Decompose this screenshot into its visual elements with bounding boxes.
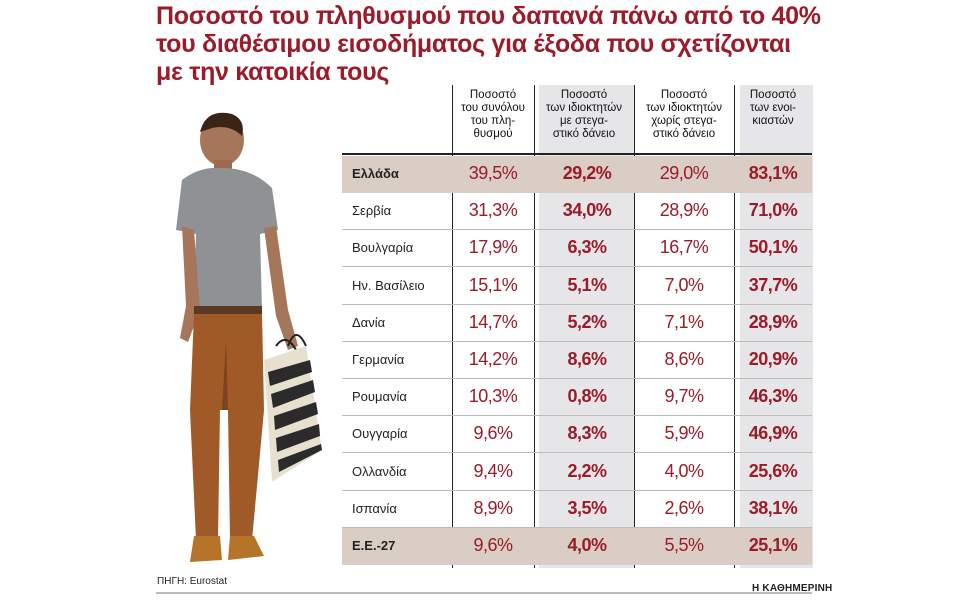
column-divider — [634, 85, 635, 568]
row-separator — [342, 452, 812, 454]
table-row: Δανία 14,7% 5,2% 7,1% 28,9% — [342, 305, 812, 342]
publisher-brand: Η ΚΑΘΗΜΕΡΙΝΗ — [752, 583, 833, 594]
footer-rule — [156, 592, 812, 594]
table-row: Βουλγαρία 17,9% 6,3% 16,7% 50,1% — [342, 230, 812, 268]
value-cell: 16,7% — [659, 237, 709, 258]
column-divider — [452, 85, 453, 568]
value-cell: 38,1% — [748, 497, 798, 518]
value-cell: 71,0% — [748, 200, 798, 221]
row-separator — [342, 526, 812, 528]
value-cell: 28,9% — [748, 311, 798, 332]
value-cell: 20,9% — [748, 349, 798, 369]
row-separator — [342, 229, 812, 231]
country-label: Ισπανία — [352, 500, 397, 516]
value-cell: 50,1% — [748, 237, 798, 258]
man-with-shopping-bag-illustration — [176, 112, 322, 562]
title-line-1: Ποσοστό του πληθυσμού που δαπανά πάνω απ… — [156, 2, 821, 30]
column-divider — [734, 85, 735, 568]
column-headers: Ποσοστό του συνόλου του πλη- θυσμού Ποσο… — [452, 85, 812, 153]
value-cell: 6,3% — [567, 237, 607, 258]
value-cell: 25,1% — [748, 535, 798, 555]
row-separator — [342, 303, 812, 305]
value-cell: 46,9% — [748, 423, 798, 444]
row-separator — [342, 378, 812, 379]
value-cell: 14,7% — [468, 311, 518, 332]
value-cell: 4,0% — [664, 460, 704, 481]
value-cell: 8,3% — [567, 423, 607, 444]
country-label: Ην. Βασίλειο — [352, 277, 425, 293]
table-row: Ουγγαρία 9,6% 8,3% 5,9% 46,9% — [342, 416, 812, 454]
value-cell: 9,6% — [473, 423, 513, 444]
value-cell: 28,9% — [659, 200, 709, 221]
country-label: Γερμανία — [352, 352, 405, 367]
value-cell: 34,0% — [562, 200, 612, 221]
row-separator — [342, 340, 812, 342]
value-cell: 31,3% — [468, 200, 518, 221]
row-highlight — [342, 156, 812, 193]
value-cell: 2,6% — [664, 497, 704, 518]
country-label: Βουλγαρία — [352, 240, 414, 256]
column-header-total: Ποσοστό του συνόλου του πλη- θυσμού — [461, 89, 525, 140]
value-cell: 8,6% — [664, 349, 704, 369]
country-label: Σερβία — [352, 203, 392, 219]
value-cell: 7,1% — [664, 311, 704, 332]
column-header-owners-mortgage: Ποσοστό των ιδιοκτητών με στεγα- στικό δ… — [545, 89, 622, 140]
source-note: ΠΗΓΗ: Eurostat — [157, 576, 227, 587]
country-label: Ρουμανία — [352, 389, 407, 405]
country-label: Δανία — [352, 314, 386, 330]
value-cell: 17,9% — [468, 237, 518, 258]
value-cell: 7,0% — [664, 274, 704, 295]
value-cell: 25,6% — [748, 460, 798, 481]
row-separator — [342, 266, 812, 268]
value-cell: 29,2% — [562, 163, 612, 183]
row-separator — [342, 489, 812, 491]
value-cell: 0,8% — [567, 386, 607, 407]
country-label: Ολλανδία — [352, 463, 407, 479]
value-cell: 39,5% — [468, 163, 518, 183]
value-cell: 5,1% — [567, 274, 607, 295]
table-row: Ρουμανία 10,3% 0,8% 9,7% 46,3% — [342, 379, 812, 417]
value-cell: 3,5% — [567, 497, 607, 518]
header-rule — [342, 153, 812, 155]
value-cell: 29,0% — [659, 163, 709, 183]
value-cell: 5,9% — [664, 423, 704, 444]
value-cell: 8,6% — [567, 349, 607, 369]
chart-title: Ποσοστό του πληθυσμού που δαπανά πάνω απ… — [156, 2, 876, 86]
value-cell: 8,9% — [473, 497, 513, 518]
value-cell: 9,7% — [664, 386, 704, 407]
title-line-3: με την κατοικία τους — [156, 58, 390, 86]
table-row: Σερβία 31,3% 34,0% 28,9% 71,0% — [342, 193, 812, 231]
value-cell: 15,1% — [468, 274, 518, 295]
table-row: Ελλάδα 39,5% 29,2% 29,0% 83,1% — [342, 156, 812, 193]
value-cell: 9,4% — [473, 460, 513, 481]
value-cell: 46,3% — [748, 386, 798, 407]
table-row: Ε.Ε.-27 9,6% 4,0% 5,5% 25,1% — [342, 528, 812, 565]
country-label: Ε.Ε.-27 — [352, 538, 396, 553]
table-row: Γερμανία 14,2% 8,6% 8,6% 20,9% — [342, 342, 812, 379]
value-cell: 10,3% — [468, 386, 518, 407]
value-cell: 5,2% — [567, 311, 607, 332]
value-cell: 9,6% — [473, 535, 513, 555]
value-cell: 83,1% — [748, 163, 798, 183]
table-row: Ολλανδία 9,4% 2,2% 4,0% 25,6% — [342, 454, 812, 491]
row-separator — [342, 415, 812, 417]
country-label: Ουγγαρία — [352, 426, 408, 442]
value-cell: 5,5% — [664, 535, 704, 555]
column-divider — [534, 85, 535, 568]
country-label: Ελλάδα — [352, 166, 399, 181]
value-cell: 37,7% — [748, 274, 798, 295]
column-header-tenants: Ποσοστό των ενοι- κιαστών — [749, 89, 797, 127]
column-header-owners-no-mortgage: Ποσοστό των ιδιοκτητών χωρίς στεγα- στικ… — [645, 89, 722, 140]
table-row: Ην. Βασίλειο 15,1% 5,1% 7,0% 37,7% — [342, 268, 812, 305]
value-cell: 2,2% — [567, 460, 607, 481]
value-cell: 14,2% — [468, 349, 518, 369]
title-line-2: του διαθέσιμου εισοδήματος για έξοδα που… — [156, 30, 791, 58]
table-row: Ισπανία 8,9% 3,5% 2,6% 38,1% — [342, 491, 812, 528]
row-highlight — [342, 528, 812, 565]
value-cell: 4,0% — [567, 535, 607, 555]
